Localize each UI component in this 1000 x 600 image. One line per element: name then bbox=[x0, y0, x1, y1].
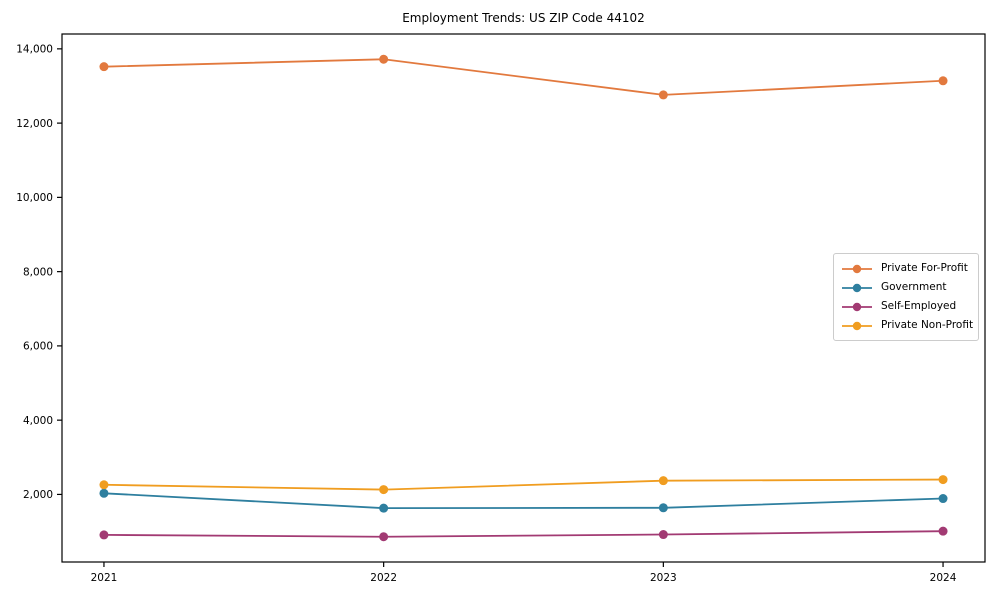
legend-marker-government bbox=[842, 283, 872, 292]
legend-item-self-employed: Self-Employed bbox=[841, 297, 970, 316]
data-point-government bbox=[99, 488, 109, 498]
x-tick-label: 2022 bbox=[370, 572, 397, 584]
data-point-private-non-profit bbox=[938, 475, 948, 485]
x-tick-label: 2024 bbox=[930, 572, 957, 584]
legend-label-private-for-profit: Private For-Profit bbox=[881, 262, 968, 275]
y-tick-label: 14,000 bbox=[16, 44, 53, 56]
legend-marker-private-for-profit bbox=[842, 264, 872, 273]
series-line-self-employed bbox=[103, 530, 944, 538]
legend-label-self-employed: Self-Employed bbox=[881, 300, 957, 313]
data-point-self-employed bbox=[658, 530, 668, 540]
data-point-private-non-profit bbox=[658, 476, 668, 486]
series-line-private-non-profit bbox=[103, 478, 944, 491]
y-tick-label: 4,000 bbox=[23, 415, 53, 427]
data-point-private-for-profit bbox=[379, 54, 389, 64]
data-point-self-employed bbox=[938, 526, 948, 536]
y-tick-label: 6,000 bbox=[23, 341, 53, 353]
legend-box: Private For-Profit Government Self-Employe… bbox=[833, 253, 979, 341]
data-point-self-employed bbox=[379, 532, 389, 542]
x-tick-label: 2021 bbox=[91, 572, 118, 584]
legend-item-private-non-profit: Private Non-Profit bbox=[841, 316, 974, 335]
y-tick-label: 2,000 bbox=[23, 489, 53, 501]
y-tick-label: 12,000 bbox=[16, 118, 53, 130]
data-point-private-non-profit bbox=[379, 485, 389, 495]
data-point-private-for-profit bbox=[938, 76, 948, 86]
y-tick-label: 8,000 bbox=[23, 266, 53, 278]
legend-marker-self-employed bbox=[842, 302, 872, 311]
legend-marker-private-non-profit bbox=[842, 321, 872, 330]
series-line-private-for-profit bbox=[103, 58, 944, 96]
legend-item-government: Government bbox=[841, 278, 970, 297]
x-tick-label: 2023 bbox=[650, 572, 677, 584]
data-point-private-for-profit bbox=[658, 90, 668, 100]
data-point-private-for-profit bbox=[99, 62, 109, 72]
data-point-self-employed bbox=[99, 530, 109, 540]
legend-label-government: Government bbox=[881, 281, 947, 294]
data-point-government bbox=[658, 503, 668, 513]
data-point-government bbox=[379, 503, 389, 513]
data-point-private-non-profit bbox=[99, 480, 109, 490]
legend-item-private-for-profit: Private For-Profit bbox=[841, 259, 970, 278]
data-point-government bbox=[938, 494, 948, 504]
y-tick-label: 10,000 bbox=[16, 192, 53, 204]
series-line-government bbox=[103, 492, 944, 510]
plot-frame bbox=[61, 33, 986, 563]
chart-title: Employment Trends: US ZIP Code 44102 bbox=[402, 11, 645, 25]
legend-label-private-non-profit: Private Non-Profit bbox=[881, 319, 974, 332]
